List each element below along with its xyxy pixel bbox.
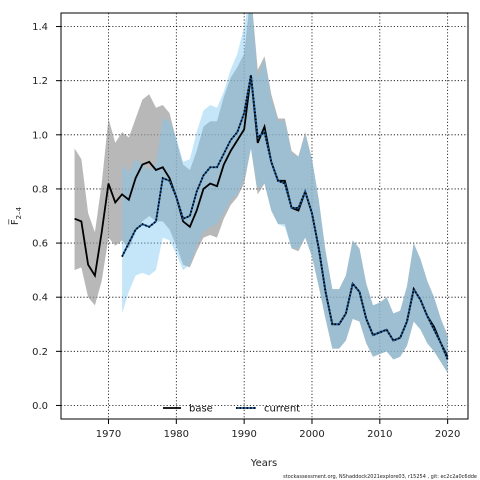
y-tick-label: 1.2 [32, 76, 48, 87]
y-tick-label: 1.0 [32, 130, 48, 141]
y-axis-title: F̅2–4 [8, 206, 23, 225]
x-tick-label: 2020 [435, 429, 460, 440]
band-base [74, 13, 448, 373]
y-tick-label: 0.0 [32, 401, 48, 412]
x-tick-label: 1990 [231, 429, 256, 440]
x-tick-label: 2000 [299, 429, 324, 440]
band-current [122, 13, 448, 373]
y-axis-title-sub: 2–4 [15, 206, 23, 219]
confidence-bands [74, 13, 448, 373]
legend-label-current: current [264, 404, 300, 415]
x-tick-label: 2010 [367, 429, 392, 440]
axes: 1970 1980 1990 2000 2010 2020 0.0 0.2 0.4 0.6 0.8 1… [32, 22, 460, 440]
x-axis-title: Years [250, 458, 277, 469]
line-current [121, 75, 449, 360]
y-tick-label: 1.4 [32, 22, 48, 33]
y-tick-label: 0.4 [32, 293, 48, 304]
legend: base current [163, 404, 300, 415]
x-tick-label: 1970 [96, 429, 121, 440]
legend-label-base: base [189, 404, 213, 415]
y-axis-title-main: F̅ [8, 218, 21, 225]
plot-frame [60, 12, 469, 420]
y-tick-label: 0.8 [32, 184, 48, 195]
x-tick-label: 1980 [164, 429, 189, 440]
series-lines [74, 75, 449, 360]
footnote: stockassessment.org, NShaddock2021explor… [283, 474, 477, 480]
svg-text:F̅2–4: F̅2–4 [8, 206, 23, 225]
y-tick-label: 0.6 [32, 239, 48, 250]
y-tick-label: 0.2 [32, 347, 48, 358]
